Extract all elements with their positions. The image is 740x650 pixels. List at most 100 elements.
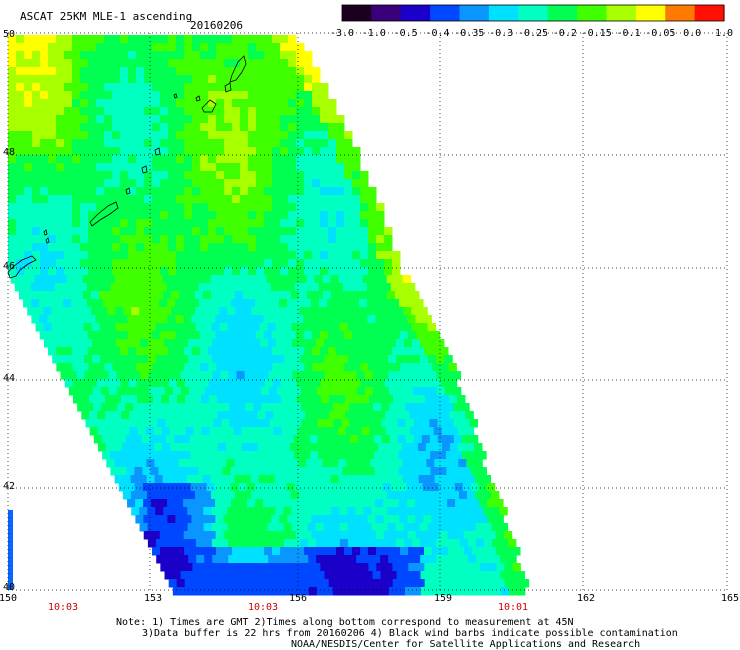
data-cell [78, 283, 88, 292]
data-cell [355, 507, 364, 516]
data-cell [235, 523, 245, 532]
data-cell [206, 483, 216, 492]
data-cell [419, 539, 429, 548]
data-cell [142, 467, 151, 476]
data-cell [393, 395, 402, 404]
data-cell [416, 579, 426, 588]
data-cell [364, 371, 374, 380]
data-cell [72, 187, 81, 196]
data-cell [64, 235, 73, 244]
data-cell [139, 307, 148, 316]
data-cell [256, 131, 265, 140]
data-cell [237, 419, 246, 428]
data-cell [83, 307, 92, 316]
data-cell [396, 571, 406, 580]
data-cell [371, 323, 381, 332]
data-cell [88, 243, 97, 252]
data-cell [303, 499, 312, 508]
data-cell [280, 59, 289, 68]
data-cell [34, 291, 44, 300]
data-cell [198, 451, 207, 460]
data-cell [308, 555, 317, 564]
data-cell [266, 459, 275, 468]
colorbar-segment [577, 5, 608, 21]
data-cell [422, 483, 432, 492]
data-cell [269, 403, 278, 412]
data-cell [127, 299, 136, 308]
data-cell [289, 411, 298, 420]
data-cell [100, 387, 110, 396]
data-cell [407, 499, 416, 508]
data-cell [169, 427, 179, 436]
data-cell [240, 211, 249, 220]
data-cell [436, 387, 446, 396]
data-cell [307, 339, 317, 348]
data-cell [508, 571, 518, 580]
data-cell [442, 491, 452, 500]
data-cell [24, 211, 33, 220]
data-cell [392, 347, 401, 356]
data-cell [8, 131, 17, 140]
data-cell [411, 323, 421, 332]
data-cell [72, 379, 82, 388]
data-cell [284, 571, 294, 580]
data-cell [238, 483, 248, 492]
data-cell [256, 99, 265, 108]
data-cell [64, 51, 73, 60]
data-cell [279, 515, 288, 524]
data-cell [390, 283, 400, 292]
data-cell [188, 355, 197, 364]
data-cell [183, 331, 193, 340]
data-cell [470, 467, 479, 476]
data-cell [312, 179, 321, 188]
data-cell [304, 147, 313, 156]
data-cell [88, 251, 97, 260]
data-cell [199, 531, 209, 540]
data-cell [343, 299, 352, 308]
data-cell [476, 571, 486, 580]
data-cell [296, 235, 305, 244]
data-cell [264, 131, 273, 140]
data-cell [410, 459, 419, 468]
data-cell [271, 531, 281, 540]
data-cell [32, 59, 41, 68]
data-cell [136, 195, 145, 204]
data-cell [233, 395, 242, 404]
data-cell [428, 587, 438, 596]
data-cell [183, 499, 192, 508]
data-cell [72, 211, 81, 220]
data-cell [30, 283, 40, 292]
data-cell [153, 427, 163, 436]
data-cell [191, 299, 200, 308]
data-cell [140, 387, 150, 396]
data-cell [264, 347, 273, 356]
data-cell [109, 419, 118, 428]
data-cell [96, 203, 105, 212]
data-cell [83, 339, 93, 348]
data-cell [116, 387, 126, 396]
data-cell [311, 515, 320, 524]
data-cell [280, 259, 289, 268]
data-cell [344, 163, 353, 172]
data-cell [388, 387, 398, 396]
data-cell [248, 219, 257, 228]
data-cell [197, 403, 206, 412]
data-cell [295, 499, 304, 508]
data-cell [283, 323, 293, 332]
data-cell [224, 259, 233, 268]
data-cell [394, 275, 404, 284]
data-cell [344, 171, 353, 180]
data-cell [200, 251, 209, 260]
data-cell [244, 587, 254, 596]
data-cell [182, 283, 192, 292]
data-cell [316, 371, 326, 380]
data-cell [259, 323, 269, 332]
data-cell [148, 355, 157, 364]
data-cell [34, 275, 44, 284]
data-cell [240, 35, 249, 44]
data-cell [322, 491, 332, 500]
data-cell [224, 363, 233, 372]
data-cell [144, 155, 153, 164]
data-cell [88, 187, 97, 196]
data-cell [487, 515, 496, 524]
